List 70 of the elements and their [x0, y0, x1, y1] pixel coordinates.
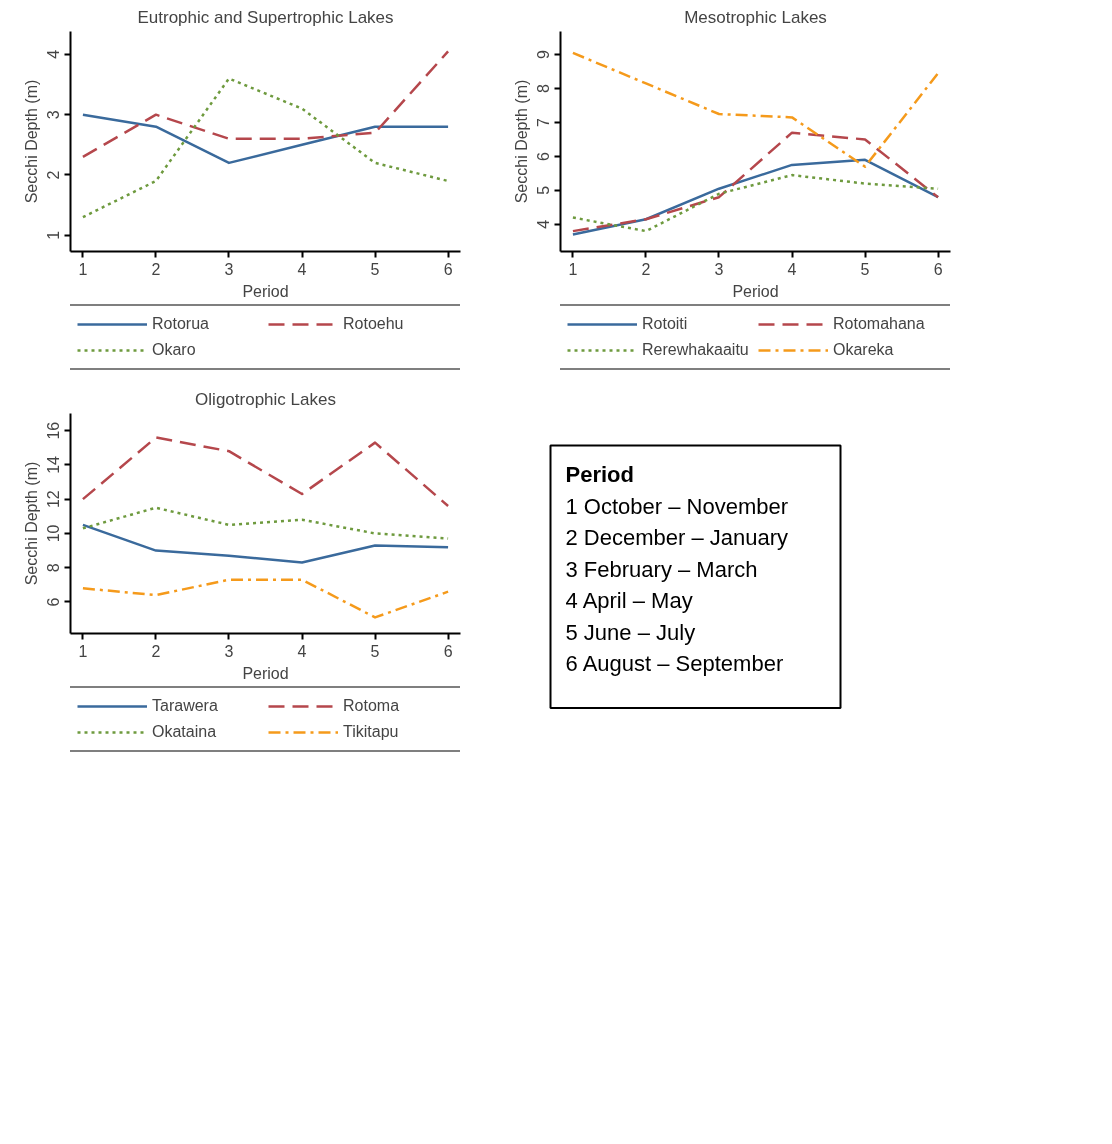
line-series — [571, 131, 940, 233]
line-series — [81, 506, 450, 540]
x-tick-label: 2 — [641, 260, 651, 278]
y-tick-label: 1 — [45, 230, 63, 240]
y-tick-label: 16 — [45, 421, 63, 440]
x-tick-label: 6 — [933, 260, 943, 278]
y-tick-label: 9 — [535, 50, 553, 60]
text: 1 October – November — [565, 493, 789, 519]
x-tick-label: 3 — [714, 260, 724, 278]
legend-label: Rerewhakaaitu — [642, 341, 750, 359]
x-tick-label: 6 — [443, 260, 453, 278]
line-series — [81, 50, 450, 159]
text: 5 June – July — [565, 619, 696, 645]
y-tick-label: 5 — [535, 185, 553, 195]
y-axis-title: Secchi Depth (m) — [512, 79, 530, 204]
y-tick-label: 6 — [535, 151, 553, 161]
line-series — [81, 113, 450, 165]
y-axis-title: Secchi Depth (m) — [22, 79, 40, 204]
x-tick-label: 3 — [224, 642, 234, 660]
text: Period — [565, 462, 634, 488]
y-axis-title: Secchi Depth (m) — [22, 461, 40, 586]
text: 4 April – May — [565, 588, 693, 614]
legend-label: Tikitapu — [343, 723, 400, 741]
x-tick-label: 1 — [78, 260, 88, 278]
line-series — [81, 436, 450, 508]
legend-label: Tarawera — [152, 697, 219, 715]
y-tick-label: 8 — [45, 563, 63, 573]
legend-label: Rotorua — [152, 315, 210, 333]
legend-label: Rotoehu — [343, 315, 405, 333]
y-tick-label: 4 — [535, 219, 553, 229]
y-tick-label: 10 — [45, 524, 63, 543]
x-tick-label: 5 — [370, 260, 380, 278]
text: 3 February – March — [565, 556, 758, 582]
x-tick-label: 2 — [151, 260, 161, 278]
x-tick-label: 4 — [297, 642, 307, 660]
y-tick-label: 8 — [535, 83, 553, 93]
chart-title: Oligotrophic Lakes — [195, 389, 336, 409]
legend-label: Rotomahana — [833, 315, 926, 333]
text: 2 December – January — [565, 525, 789, 551]
line-series — [81, 77, 450, 219]
x-tick-label: 4 — [297, 260, 307, 278]
x-tick-label: 1 — [78, 642, 88, 660]
x-tick-label: 2 — [151, 642, 161, 660]
legend-label: Rotoma — [343, 697, 401, 715]
legend-label: Okareka — [833, 341, 895, 359]
text: 6 August – September — [565, 651, 784, 677]
x-tick-label: 5 — [370, 642, 380, 660]
x-axis-title: Period — [242, 282, 289, 300]
y-tick-label: 12 — [45, 490, 63, 509]
legend-label: Okataina — [152, 723, 218, 741]
y-tick-label: 3 — [45, 110, 63, 120]
x-axis-title: Period — [242, 664, 289, 682]
x-tick-label: 4 — [787, 260, 797, 278]
legend-label: Okaro — [152, 341, 197, 359]
line-series — [81, 523, 450, 564]
x-axis-title: Period — [732, 282, 779, 300]
chart-title: Mesotrophic Lakes — [684, 7, 827, 27]
legend-label: Rotoiti — [642, 315, 689, 333]
chart-title: Eutrophic and Supertrophic Lakes — [137, 7, 394, 27]
x-tick-label: 1 — [568, 260, 578, 278]
y-tick-label: 14 — [45, 455, 63, 474]
x-tick-label: 6 — [443, 642, 453, 660]
y-tick-label: 2 — [45, 170, 63, 180]
x-tick-label: 3 — [224, 260, 234, 278]
y-tick-label: 4 — [45, 49, 63, 59]
y-tick-label: 6 — [45, 597, 63, 607]
line-series — [571, 51, 940, 168]
x-tick-label: 5 — [860, 260, 870, 278]
y-tick-label: 7 — [535, 117, 553, 127]
line-series — [81, 578, 450, 619]
